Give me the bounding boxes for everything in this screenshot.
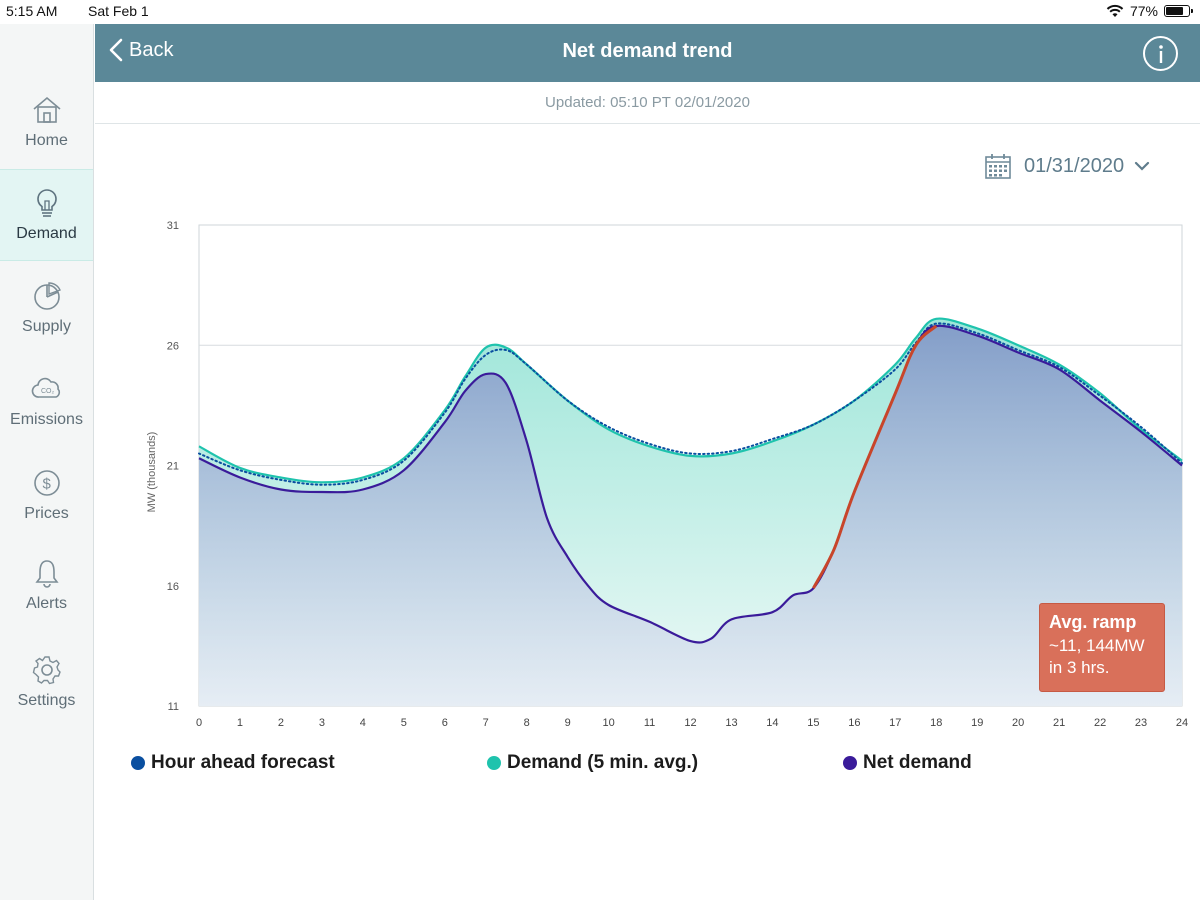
sidebar-item-prices[interactable]: $ Prices [0,449,93,541]
svg-text:CO₂: CO₂ [41,388,55,395]
gear-icon [32,656,61,685]
x-tick-label: 10 [602,717,614,729]
series-line-demand [198,317,1183,484]
sidebar-item-home[interactable]: Home [0,76,93,168]
ramp-annotation: Avg. ramp ~11, 144MW in 3 hrs. [1039,603,1165,692]
sidebar-item-label: Settings [17,692,76,709]
x-tick-label: 7 [483,717,489,729]
legend-dot [843,756,857,770]
x-tick-label: 18 [930,717,942,729]
info-button[interactable] [1143,36,1178,71]
legend-label: Net demand [863,752,972,773]
sidebar-item-label: Home [25,132,68,149]
sidebar-item-label: Prices [24,505,69,522]
sidebar-item-label: Emissions [10,411,83,428]
legend-label: Demand (5 min. avg.) [507,752,699,773]
date-picker-value: 01/31/2020 [1024,154,1125,177]
ramp-title: Avg. ramp [1049,612,1137,632]
x-tick-label: 19 [971,717,983,729]
svg-text:$: $ [42,476,51,493]
sidebar-item-label: Supply [22,318,71,335]
y-tick-label: 11 [168,701,179,713]
header-bar: Back Net demand trend [95,24,1200,82]
x-tick-label: 3 [319,717,325,729]
status-time: 5:15 AM [6,3,58,19]
updated-timestamp: Updated: 05:10 PT 02/01/2020 [95,82,1200,124]
legend-dot [487,756,501,770]
y-tick-label: 16 [167,581,179,593]
y-tick-label: 31 [167,220,179,232]
date-picker[interactable]: 01/31/2020 [984,152,1150,180]
home-icon [32,96,61,123]
chevron-left-icon [109,38,123,62]
x-tick-label: 13 [725,717,737,729]
info-icon [1158,44,1163,63]
x-tick-label: 14 [766,717,778,729]
x-tick-label: 0 [196,717,202,729]
back-label: Back [129,38,174,61]
x-tick-label: 6 [442,717,448,729]
net-demand-chart: 11 16 21 26 31 0 1 2 3 4 5 6 7 8 9 10 11 12 13 14 15 16 17 18 19… [95,210,1200,740]
sidebar-item-emissions[interactable]: CO₂ Emissions [0,355,93,447]
status-right: 77% [1106,3,1193,19]
bell-icon [34,560,59,588]
y-tick-label: 21 [167,461,179,473]
x-tick-label: 8 [524,717,530,729]
legend-item-demand[interactable]: Demand (5 min. avg.) [487,752,698,774]
x-tick-label: 15 [807,717,819,729]
pie-chart-icon [33,282,61,310]
net-demand-area [199,325,1182,706]
back-button[interactable]: Back [109,38,173,62]
chart-legend: Hour ahead forecast Demand (5 min. avg.)… [0,752,1200,778]
calendar-icon [985,154,1011,179]
x-tick-label: 23 [1135,717,1147,729]
status-bar: 5:15 AM Sat Feb 1 77% [0,0,1200,24]
x-tick-label: 4 [360,717,366,729]
series-line-net-demand [198,324,1183,644]
sidebar-item-demand[interactable]: Demand [0,169,93,261]
dollar-icon: $ [33,470,60,496]
x-tick-label: 21 [1053,717,1065,729]
page-title: Net demand trend [562,40,733,62]
status-date: Sat Feb 1 [88,3,149,19]
x-tick-label: 5 [401,717,407,729]
x-tick-label: 1 [237,717,243,729]
x-tick-label: 17 [889,717,901,729]
sidebar-item-supply[interactable]: Supply [0,262,93,354]
chevron-down-icon [1135,161,1150,171]
wifi-icon [1106,4,1124,17]
ramp-value: ~11, 144MW [1049,636,1145,655]
x-tick-label: 20 [1012,717,1024,729]
sidebar-item-label: Alerts [26,595,67,612]
legend-item-forecast[interactable]: Hour ahead forecast [131,752,335,774]
y-tick-label: 26 [167,340,179,352]
lightbulb-icon [36,189,57,217]
series-line-hour-ahead-forecast [198,322,1183,486]
x-tick-label: 2 [278,717,284,729]
x-tick-label: 11 [644,717,655,729]
x-tick-label: 24 [1176,717,1188,729]
x-tick-label: 12 [684,717,696,729]
legend-item-net-demand[interactable]: Net demand [843,752,972,774]
sidebar-item-label: Demand [16,225,77,242]
sidebar-item-settings[interactable]: Settings [0,636,93,728]
legend-label: Hour ahead forecast [151,752,335,773]
ramp-hours: in 3 hrs. [1049,658,1110,677]
legend-dot [131,756,145,770]
ramp-segment [812,324,938,589]
battery-icon [1164,5,1193,17]
x-tick-label: 22 [1094,717,1106,729]
x-tick-label: 9 [565,717,571,729]
y-axis-label: MW (thousands) [146,432,158,513]
x-tick-label: 16 [848,717,860,729]
sidebar: Home Demand Supply CO₂ Emissions $ Price… [0,24,94,900]
sidebar-item-alerts[interactable]: Alerts [0,539,93,631]
co2-cloud-icon: CO₂ [31,377,60,398]
battery-percent: 77% [1129,3,1158,19]
